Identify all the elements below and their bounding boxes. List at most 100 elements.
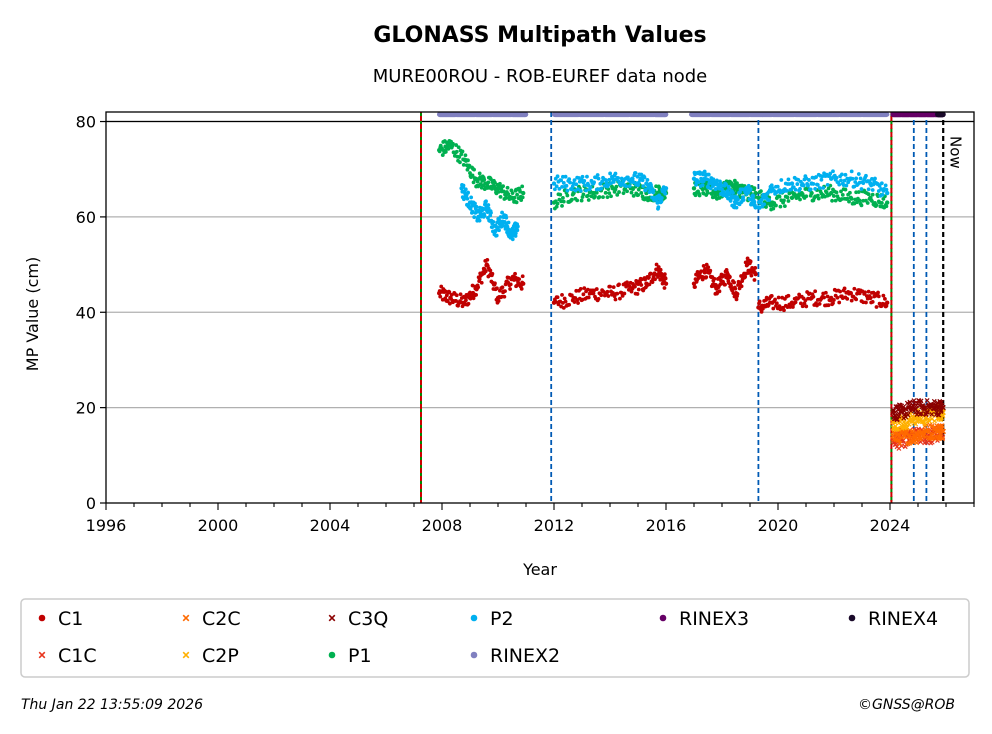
point-fill-p2 <box>642 175 647 180</box>
point-fill-c3q <box>929 411 935 417</box>
legend: C1 C2C C3Q P2 RINEX3 RINEX4 C1C C2P P1 RINEX2 <box>20 598 970 678</box>
series-c2c <box>890 422 946 447</box>
point-fill-c2c <box>940 436 946 442</box>
point-fill-p1 <box>498 194 503 199</box>
point-fill-c1 <box>649 271 653 276</box>
point-fill-p1 <box>782 198 786 203</box>
point-fill-c3q <box>918 398 924 404</box>
point-fill-p1 <box>861 198 866 203</box>
point-fill-p2 <box>494 233 499 238</box>
point-fill-p2 <box>466 190 470 195</box>
point-fill-p2 <box>498 215 503 219</box>
point-fill-c1 <box>560 292 564 297</box>
point-fill-p1 <box>454 149 459 154</box>
point-fill-c1 <box>864 300 868 305</box>
ticks: 0 20 40 60 80 1996 2000 2004 2008 2012 2016 2020 202… <box>76 113 975 535</box>
point-fill-p1 <box>639 191 644 195</box>
point-fill-p1 <box>839 189 843 194</box>
point-p1 <box>829 190 834 196</box>
point-fill-p1 <box>845 196 850 201</box>
point-fill-p2 <box>486 206 491 211</box>
point-c1 <box>753 271 758 277</box>
point-fill-p2 <box>561 181 566 185</box>
point-fill-c1 <box>804 304 809 309</box>
point-fill-c1 <box>757 299 762 304</box>
point-fill-c1 <box>653 277 657 282</box>
legend-label-rinex3: RINEX3 <box>679 608 749 630</box>
point-fill-p2 <box>569 187 574 192</box>
point-fill-p2 <box>513 234 518 238</box>
point-fill-p1 <box>615 193 620 197</box>
point-fill-c1 <box>822 295 826 300</box>
point-fill-c1 <box>483 269 488 274</box>
point-fill-c1 <box>513 271 517 276</box>
point-fill-p2 <box>762 202 767 207</box>
point-fill-p1 <box>884 204 889 209</box>
legend-marker-c1 <box>38 614 46 622</box>
now-label: Now <box>947 136 965 169</box>
data-points <box>437 111 946 451</box>
point-fill-p1 <box>514 200 519 205</box>
point-p2 <box>789 181 795 186</box>
point-fill-p2 <box>880 192 885 197</box>
point-fill-p2 <box>858 176 863 181</box>
point-fill-p2 <box>497 228 501 233</box>
footer-timestamp: Thu Jan 22 13:55:09 2026 <box>21 697 203 713</box>
point-fill-p2 <box>700 183 705 188</box>
point-fill-c1 <box>825 294 830 299</box>
point-fill-p2 <box>696 180 701 185</box>
point-fill-p1 <box>603 190 608 195</box>
point-fill-p2 <box>481 206 486 211</box>
point-fill-c2c <box>939 423 945 429</box>
point-fill-p1 <box>554 204 559 209</box>
point-fill-p2 <box>821 186 826 190</box>
point-fill-p2 <box>582 179 587 183</box>
point-fill-p2 <box>806 183 810 188</box>
point-fill-p1 <box>555 201 560 206</box>
point-fill-p2 <box>554 184 559 189</box>
point-fill-p1 <box>697 193 702 198</box>
point-fill-c1 <box>500 285 505 290</box>
point-fill-c1 <box>881 293 886 298</box>
point-p1 <box>521 190 526 196</box>
point-fill-p2 <box>786 177 791 182</box>
point-fill-p2 <box>506 220 511 225</box>
point-fill-p2 <box>825 182 830 187</box>
point-fill-c1 <box>594 287 599 291</box>
point-fill-p2 <box>510 237 515 242</box>
point-fill-p1 <box>732 178 737 183</box>
point-p1 <box>885 200 890 205</box>
point-fill-p2 <box>463 187 468 192</box>
point-fill-p1 <box>614 184 619 189</box>
point-fill-p1 <box>460 149 465 154</box>
point-fill-c1 <box>608 284 613 289</box>
point-fill-c1 <box>870 300 875 304</box>
point-fill-p2 <box>870 188 875 192</box>
point-p1 <box>789 195 795 201</box>
point-fill-p2 <box>560 184 564 189</box>
point-fill-c1 <box>876 294 881 299</box>
point-fill-c1 <box>831 301 835 305</box>
point-fill-p2 <box>469 195 474 200</box>
point-fill-p2 <box>513 231 518 236</box>
point-fill-c1 <box>799 301 803 306</box>
point-fill-p2 <box>616 176 621 180</box>
legend-marker-p2 <box>470 614 478 622</box>
point-fill-c1 <box>581 292 586 297</box>
point-fill-c1 <box>718 282 723 287</box>
point-fill-p1 <box>865 201 870 205</box>
point-fill-p1 <box>855 200 859 205</box>
axes <box>105 111 975 504</box>
point-fill-c1 <box>734 297 739 302</box>
point-fill-p1 <box>466 158 470 163</box>
point-fill-c2p <box>922 421 928 427</box>
point-fill-p1 <box>501 189 506 194</box>
point-fill-p2 <box>592 180 596 185</box>
point-fill-p1 <box>446 146 451 151</box>
point-fill-c1 <box>438 294 443 299</box>
x-tick-label: 2008 <box>422 516 463 535</box>
point-fill-p1 <box>866 192 871 197</box>
point-fill-p1 <box>759 189 763 194</box>
point-fill-p1 <box>657 185 662 190</box>
point-fill-c1 <box>485 258 490 262</box>
